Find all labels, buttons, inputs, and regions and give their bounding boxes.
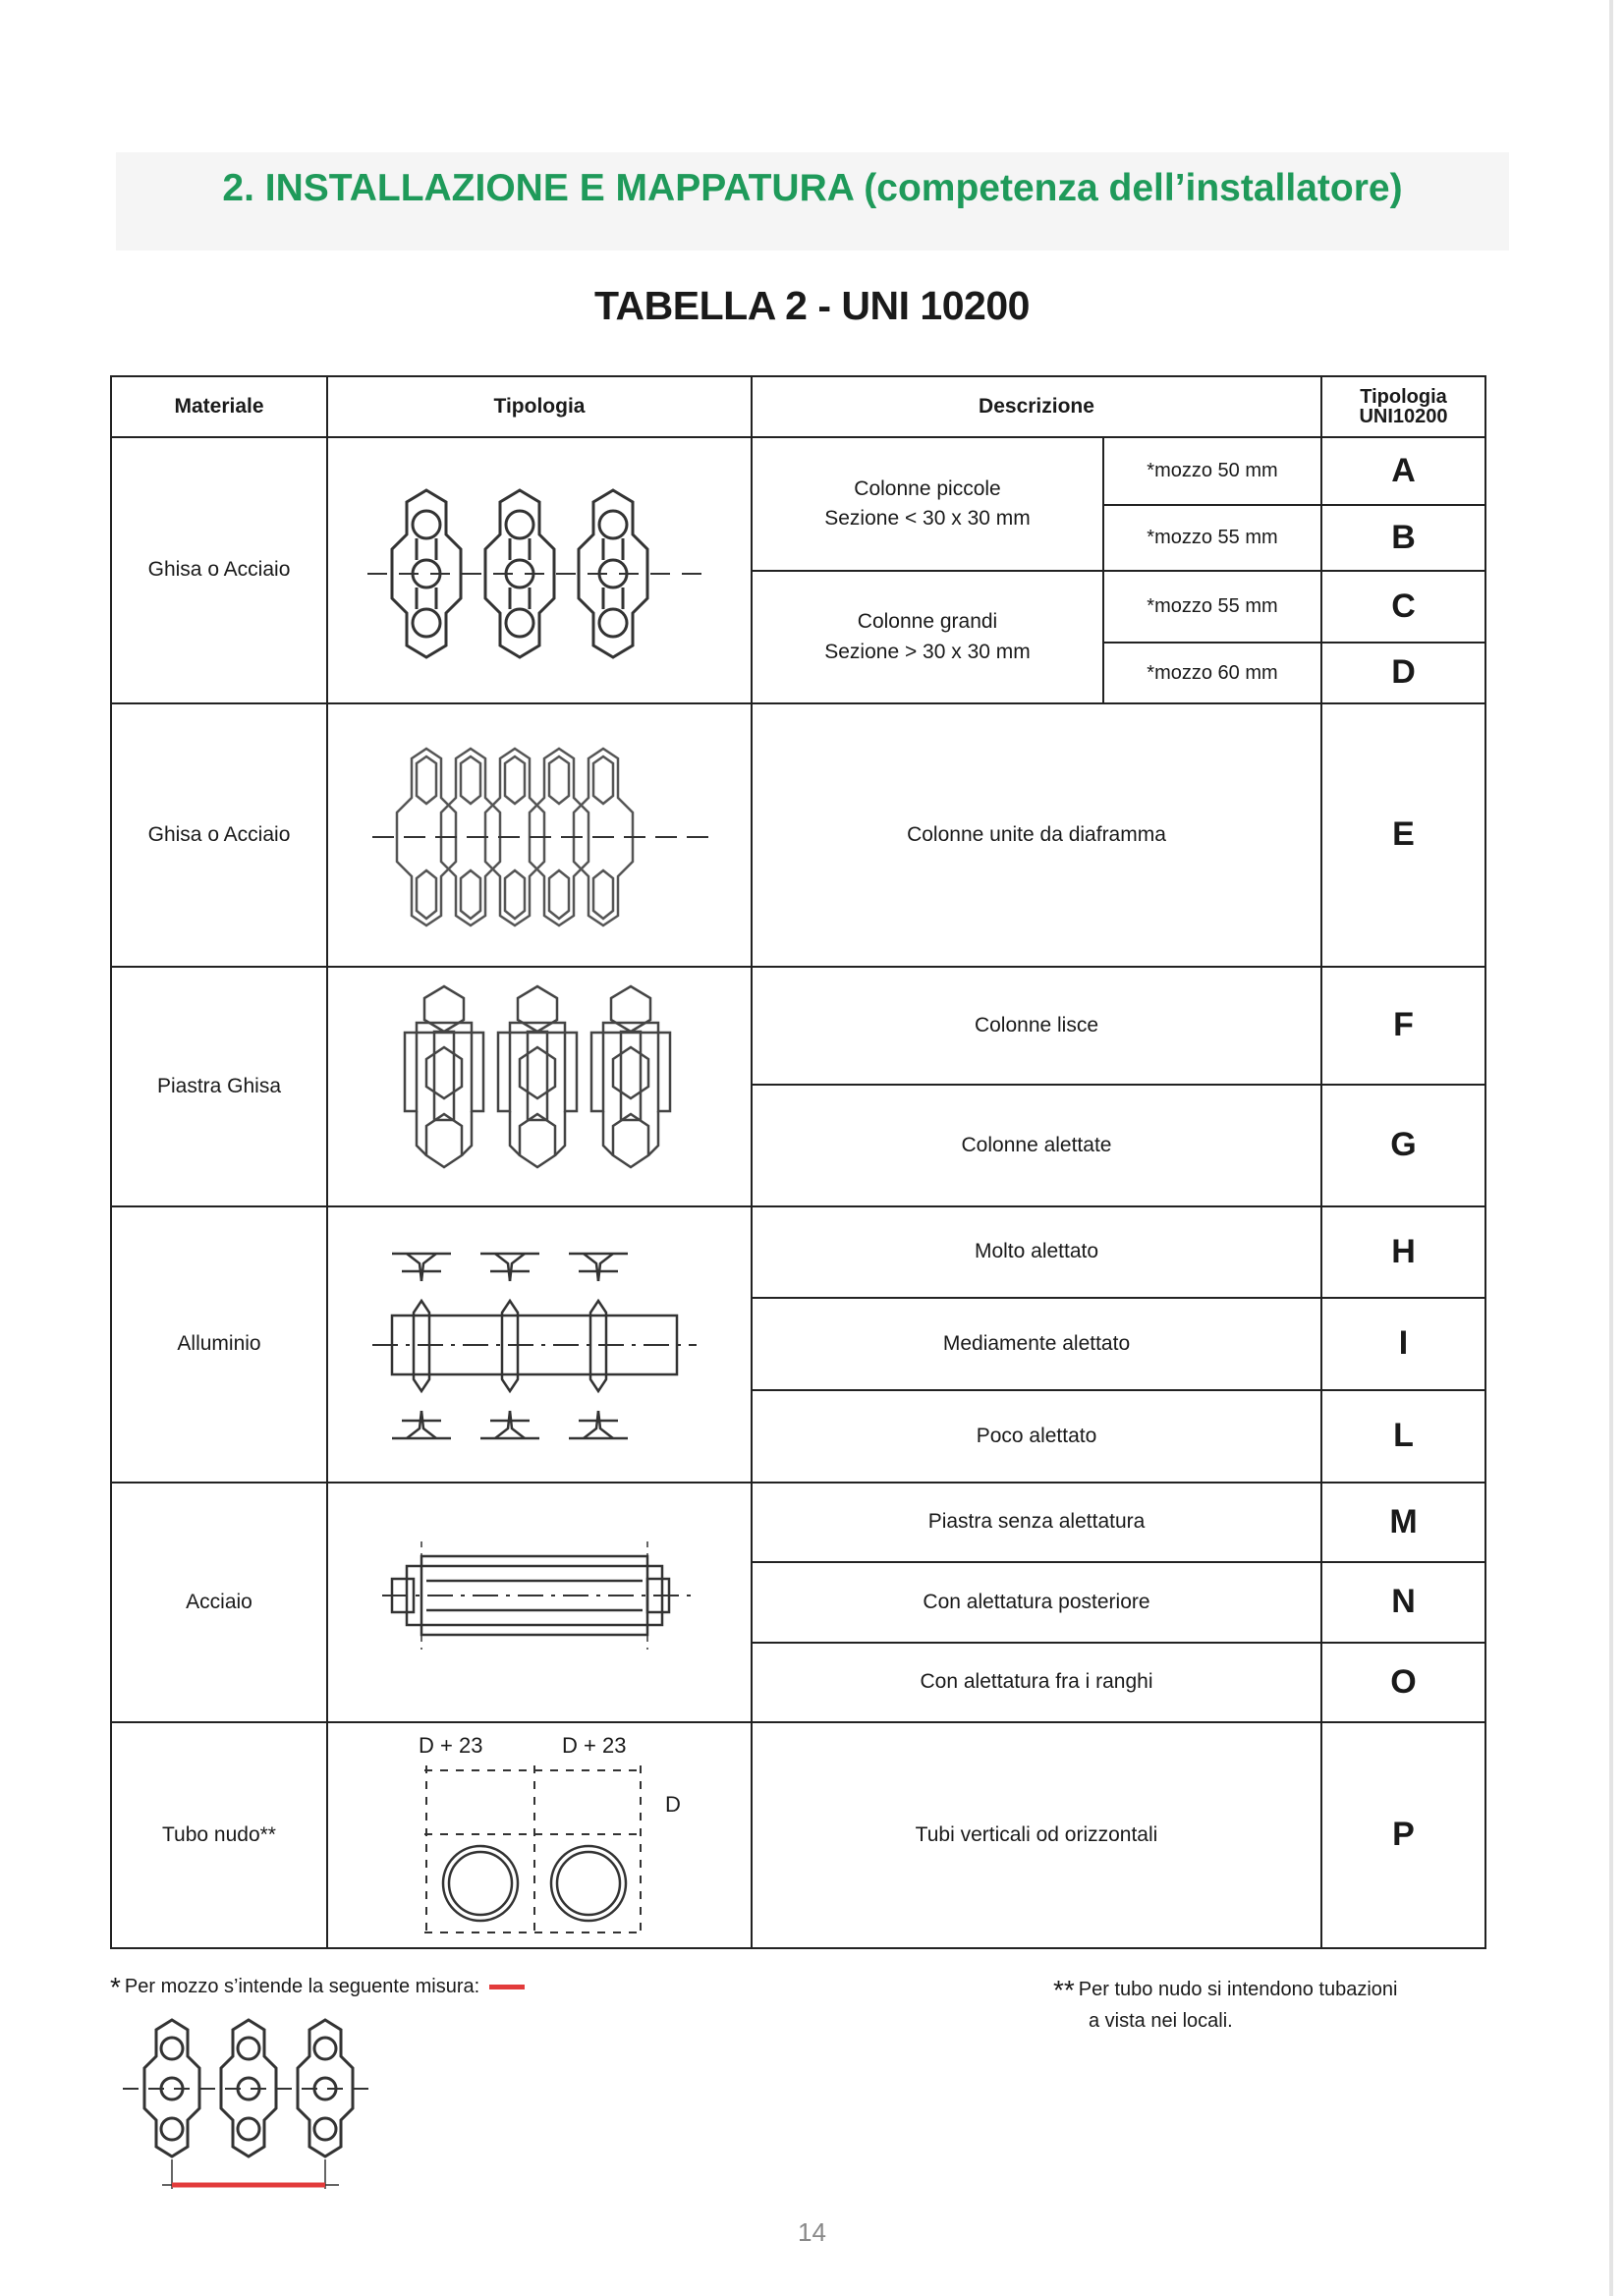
column-divider <box>751 377 753 1947</box>
column-divider <box>326 377 328 1947</box>
row-divider <box>112 1205 1484 1207</box>
materiale-cell: Tubo nudo** <box>162 1822 276 1846</box>
materiale-cell: Ghisa o Acciaio <box>147 822 291 846</box>
col-header-descrizione: Descrizione <box>979 394 1094 418</box>
spacing-label-a: D + 23 <box>419 1733 483 1758</box>
code-cell: I <box>1398 1324 1409 1363</box>
col-header-materiale: Materiale <box>174 394 264 418</box>
description-line: Sezione > 30 x 30 mm <box>824 640 1031 663</box>
code-cell: L <box>1393 1417 1414 1455</box>
asterisk: * <box>1147 595 1155 617</box>
mozzo-label: mozzo 55 mm <box>1154 595 1278 617</box>
row-divider <box>112 966 1484 968</box>
col-header-code: Tipologia UNI10200 <box>1322 377 1484 436</box>
description-cell: Colonne lisce <box>974 1013 1099 1036</box>
tubo-note-line1: Per tubo nudo si intendono tubazioni <box>1078 1979 1398 2000</box>
sub-row-divider <box>751 1389 1484 1391</box>
sub-row-divider <box>751 1561 1484 1563</box>
sub-row-divider <box>751 1642 1484 1644</box>
section-title: 2. INSTALLAZIONE E MAPPATURA (competenza… <box>222 167 1403 209</box>
sub-row-divider <box>1102 504 1484 506</box>
materiale-cell: Acciaio <box>186 1590 252 1613</box>
aluminium-radiator-icon <box>372 1252 697 1440</box>
section-header-band <box>116 152 1509 251</box>
description-cell: Mediamente alettato <box>942 1331 1131 1355</box>
col-header-code-line1: Tipologia <box>1360 386 1447 408</box>
header-divider <box>112 436 1484 438</box>
code-cell: M <box>1389 1502 1418 1540</box>
code-cell: H <box>1391 1232 1416 1270</box>
description-cell: Colonne unite da diaframma <box>907 822 1166 846</box>
cast-iron-plate-icon <box>403 984 672 1169</box>
description-line: Colonne grandi <box>857 610 998 634</box>
code-cell: N <box>1391 1583 1416 1621</box>
tubo-footnote: ** Per tubo nudo si intendono tubazioni a… <box>1053 1973 1397 2034</box>
mozzo-label: mozzo 50 mm <box>1154 460 1278 481</box>
table-title: TABELLA 2 - UNI 10200 <box>594 283 1030 328</box>
uni10200-table: Materiale Tipologia Descrizione Tipologi… <box>110 375 1486 1949</box>
spacing-label-b: D + 23 <box>562 1733 627 1758</box>
mozzo-cell: * mozzo 55 mm <box>1104 572 1320 642</box>
materiale-cell: Piastra Ghisa <box>156 1074 282 1097</box>
row-divider <box>112 1482 1484 1484</box>
sub-row-divider <box>751 1084 1484 1086</box>
code-cell: D <box>1391 653 1416 692</box>
code-cell: E <box>1392 815 1415 854</box>
sub-row-divider <box>1102 642 1484 644</box>
description-cell: Molto alettato <box>974 1240 1099 1263</box>
row-divider <box>112 702 1484 704</box>
code-cell: C <box>1391 587 1416 625</box>
col-header-tipologia: Tipologia <box>493 394 586 418</box>
mozzo-label: mozzo 60 mm <box>1154 661 1278 684</box>
asterisk: * <box>1147 460 1155 481</box>
code-cell: O <box>1390 1662 1417 1701</box>
code-cell: P <box>1392 1816 1415 1854</box>
mozzo-cell: * mozzo 55 mm <box>1104 506 1320 570</box>
description-line: Colonne piccole <box>854 476 1001 500</box>
description-cell: Tubi verticali od orizzontali <box>915 1822 1158 1846</box>
footnote-double-star: ** <box>1053 1975 1075 2005</box>
row-divider <box>112 1721 1484 1723</box>
sub-row-divider <box>751 1297 1484 1299</box>
materiale-cell: Ghisa o Acciaio <box>147 558 291 582</box>
asterisk: * <box>1147 661 1155 684</box>
description-cell: Con alettatura fra i ranghi <box>920 1670 1153 1694</box>
tubo-note-line2: a vista nei locali. <box>1089 2010 1233 2033</box>
bare-pipe-icon <box>424 1765 642 1937</box>
mozzo-cell: * mozzo 50 mm <box>1104 438 1320 504</box>
code-cell: B <box>1391 518 1416 556</box>
red-measure-marker <box>489 1985 526 1990</box>
description-cell: Piastra senza alettatura <box>927 1510 1146 1534</box>
mozzo-cell: * mozzo 60 mm <box>1104 644 1320 702</box>
materiale-cell: Alluminio <box>177 1332 261 1356</box>
code-cell: A <box>1391 451 1416 489</box>
description-cell: Poco alettato <box>976 1424 1097 1447</box>
description-cell: Colonne grandi Sezione > 30 x 30 mm <box>753 572 1102 702</box>
mozzo-footnote: * Per mozzo s’intende la seguente misura: <box>110 1970 526 2005</box>
page-edge-shadow <box>1609 0 1613 2296</box>
mozzo-diagram-icon <box>123 2018 368 2189</box>
column-divider <box>1320 377 1322 1947</box>
radiator-columns-icon <box>367 488 711 659</box>
code-cell: G <box>1390 1126 1417 1164</box>
page-number: 14 <box>798 2217 826 2247</box>
steel-panel-icon <box>382 1541 697 1650</box>
asterisk: * <box>1147 527 1155 548</box>
sub-row-divider <box>751 570 1484 572</box>
code-cell: F <box>1393 1006 1414 1044</box>
mozzo-label: mozzo 55 mm <box>1154 527 1278 548</box>
description-line: Sezione < 30 x 30 mm <box>824 507 1031 530</box>
column-divider <box>1102 436 1104 702</box>
diameter-label: D <box>665 1792 681 1817</box>
description-cell: Colonne alettate <box>961 1133 1112 1156</box>
footnote-star: * <box>110 1972 121 2002</box>
col-header-code-line2: UNI10200 <box>1359 406 1448 427</box>
radiator-diaphragm-icon <box>372 747 716 927</box>
description-cell: Colonne piccole Sezione < 30 x 30 mm <box>753 438 1102 570</box>
description-cell: Con alettatura posteriore <box>923 1590 1150 1613</box>
mozzo-note-text: Per mozzo s’intende la seguente misura: <box>124 1976 480 1997</box>
